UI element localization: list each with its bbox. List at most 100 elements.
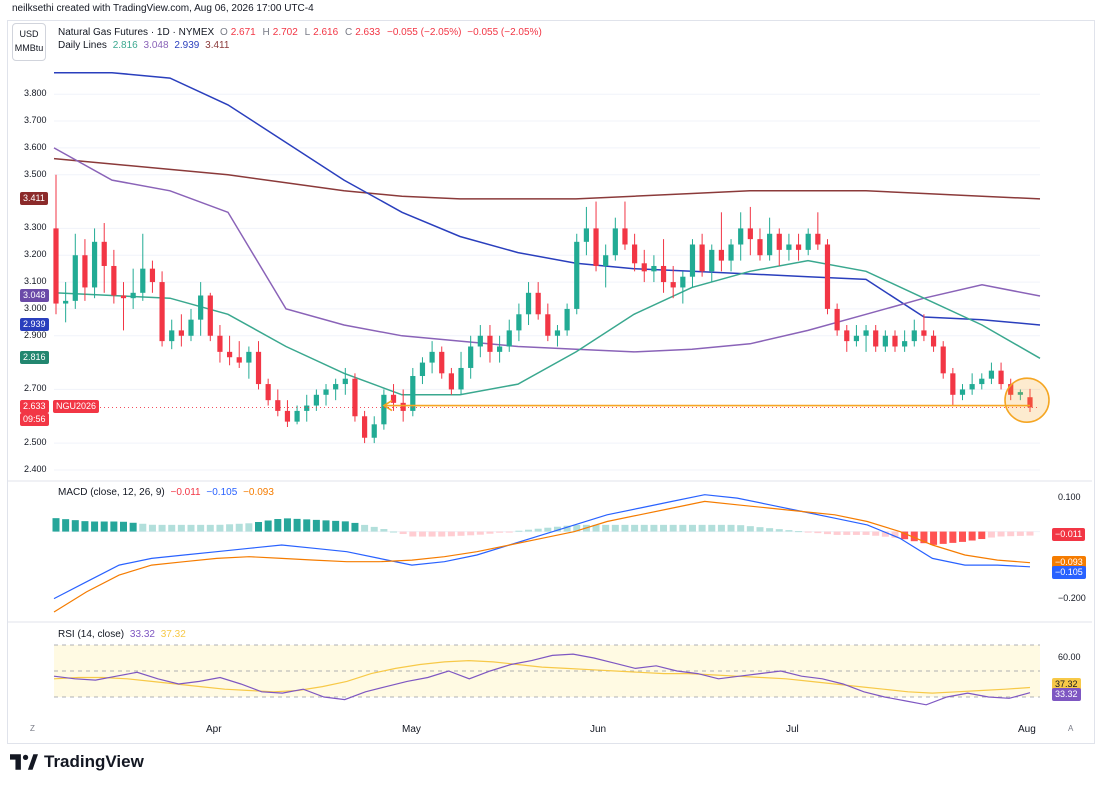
candle-body [738,228,744,245]
candle-body [294,410,300,422]
candle-body [120,295,127,299]
candle-body [439,351,445,374]
macd-histogram-bar [197,524,205,532]
price-tag: 3.411 [20,191,48,205]
symbol-tag: NGU2026 [53,400,100,414]
macd-histogram-bar [120,521,128,532]
open-label: O [219,27,228,38]
macd-histogram-bar [438,531,446,537]
macd-histogram-bar [679,524,687,532]
change-value-2: −0.055 (−2.05%) [467,27,542,38]
lines-label[interactable]: Daily Lines [58,40,107,51]
macd-histogram-bar [139,523,147,532]
candle-body [892,335,898,347]
moving-average-line [53,157,1041,200]
candle-body [149,268,156,283]
candle-body [497,346,503,352]
macd-histogram-bar [341,521,349,532]
candle-body [554,330,561,336]
macd-histogram-bar [283,518,291,532]
macd-title[interactable]: MACD (close, 12, 26, 9) [58,487,165,498]
macd-histogram-bar [245,523,253,532]
candle-body [718,249,725,261]
low-value: 2.616 [313,27,339,38]
candle-body [361,416,368,438]
candle-body [911,330,917,342]
macd-histogram-bar [52,518,60,532]
symbol-title[interactable]: Natural Gas Futures · 1D · NYMEX [58,27,215,38]
macd-histogram-bar [312,519,320,532]
macd-histogram-bar [833,531,841,535]
candle-body [564,308,570,331]
macd-histogram-bar [737,525,745,532]
macd-histogram-bar [457,531,465,536]
candle-body [882,335,888,347]
macd-histogram-bar [795,531,803,533]
macd-histogram-bar [872,531,880,536]
rsi-title[interactable]: RSI (14, close) [58,629,125,640]
candle-body [410,376,416,411]
low-label: L [304,27,311,38]
macd-histogram-bar [997,531,1005,537]
macd-histogram-bar [563,525,571,532]
macd-histogram-bar [631,524,639,532]
moving-average-line [53,259,1041,396]
bar-timer-tag: 09:56 [20,413,49,427]
price-legend: Natural Gas Futures · 1D · NYMEX O 2.671 … [58,27,545,38]
macd-histogram-bar [361,524,369,532]
macd-tick-label: 0.100 [1058,492,1081,503]
candle-body [178,330,184,336]
rsi-value-tag: 33.32 [1052,687,1081,701]
candle-body [950,373,956,395]
rsi-line [53,653,1031,706]
candle-body [853,335,860,342]
macd-histogram-bar [100,521,108,532]
macd-histogram-bar [322,520,330,532]
macd-histogram-bar [129,522,137,532]
candle-body [159,282,165,342]
close-value: 2.633 [355,27,381,38]
candle-body [284,410,291,422]
candle-body [612,228,618,256]
candle-body [400,402,406,411]
macd-histogram-bar [534,528,542,532]
zoom-corner-icon[interactable]: Z [30,724,35,733]
ema-purple-value: 3.048 [143,40,169,51]
candle-body [641,263,647,272]
candle-body [130,292,136,299]
candle-body [651,265,657,272]
macd-histogram-bar [418,531,426,537]
macd-histogram-bar [823,531,831,535]
macd-histogram-bar [428,531,436,537]
macd-histogram-bar [611,524,619,532]
macd-histogram-bar [901,531,909,540]
macd-histogram-bar [370,526,378,532]
macd-histogram-bar [910,531,918,542]
macd-histogram-bar [930,531,938,545]
candle-body [873,330,879,347]
candle-body [236,357,242,363]
tradingview-brand: TradingView [10,752,144,772]
price-tick-label: 3.600 [24,141,47,152]
x-label-aug: Aug [1018,724,1036,735]
candle-body [844,330,850,342]
price-tick-label: 3.300 [24,222,47,233]
auto-scale-icon[interactable]: A [1068,724,1074,733]
candle-body [988,370,995,379]
price-tick-label: 3.800 [24,88,47,99]
macd-histogram-bar [804,531,812,533]
macd-histogram-bar [91,521,99,532]
macd-histogram-bar [1016,531,1024,536]
macd-histogram-bar [553,526,561,532]
macd-histogram-bar [814,531,822,534]
macd-histogram-bar [351,522,359,532]
currency-unit-button[interactable]: USD MMBtu [12,23,46,61]
macd-histogram-bar [62,519,70,532]
candle-body [689,244,696,277]
candle-body [487,335,493,352]
macd-histogram-bar [669,524,677,532]
candle-body [63,300,69,304]
candle-body [834,308,840,331]
macd-histogram-bar [573,524,581,532]
